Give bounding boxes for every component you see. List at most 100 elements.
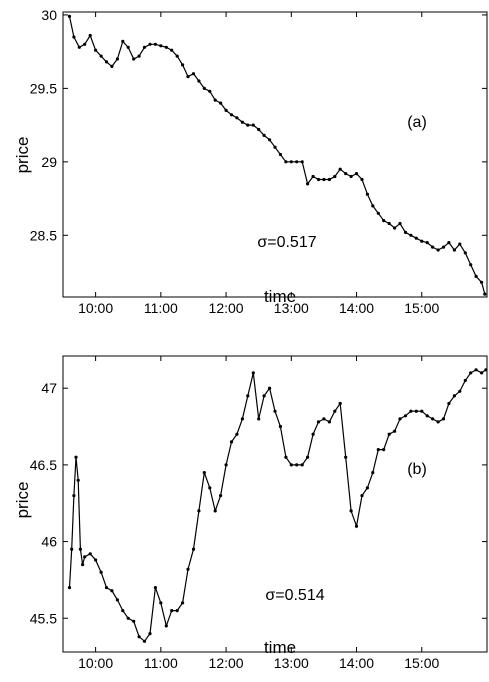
price-data-point-a [235, 116, 239, 120]
price-data-point-a [354, 172, 359, 176]
price-data-point-a [333, 174, 337, 179]
price-data-point-a [77, 45, 81, 49]
price-data-point-b [327, 420, 331, 424]
price-data-point-b [70, 547, 74, 551]
price-data-point-b [393, 429, 397, 433]
price-data-point-a [441, 245, 446, 249]
price-data-point-b [420, 409, 424, 413]
price-data-point-b [452, 394, 456, 398]
price-data-point-b [262, 394, 266, 398]
y-tick-label-a: 30 [41, 7, 57, 23]
price-data-point-b [175, 609, 179, 613]
price-data-point-b [83, 555, 87, 559]
price-data-point-b [76, 478, 80, 482]
x-tick-label-a: 10:00 [78, 300, 113, 316]
price-data-point-b [480, 371, 484, 375]
price-data-point-b [104, 586, 109, 590]
price-data-point-a [447, 241, 451, 245]
price-data-point-a [398, 221, 402, 226]
price-data-point-b [121, 609, 125, 613]
price-data-point-a [159, 44, 163, 48]
price-data-point-a [376, 211, 380, 215]
price-data-point-b [213, 509, 217, 513]
price-data-point-a [175, 54, 179, 58]
price-data-point-b [202, 471, 206, 475]
price-data-point-b [316, 420, 321, 424]
price-data-point-b [409, 409, 413, 413]
price-data-point-b [229, 440, 234, 444]
price-data-point-a [382, 219, 386, 223]
x-axis-label-a: time [264, 287, 296, 306]
price-data-point-b [81, 563, 85, 567]
price-data-point-a [121, 39, 125, 44]
price-series-line-a [68, 16, 486, 295]
price-data-point-a [202, 86, 206, 90]
price-data-point-a [268, 138, 272, 142]
price-data-point-b [273, 409, 277, 413]
price-data-point-b [344, 455, 348, 459]
price-data-point-a [94, 48, 98, 52]
y-tick-label-b: 45.5 [30, 610, 57, 626]
price-data-point-b [436, 420, 440, 424]
price-data-point-a [257, 127, 261, 132]
y-tick-label-a: 29 [41, 154, 57, 170]
price-data-point-a [137, 54, 141, 58]
price-data-point-b [110, 589, 114, 593]
plot-area-a [62, 11, 488, 298]
price-data-point-b [153, 586, 157, 590]
price-data-point-b [246, 394, 250, 398]
plot-area-b [62, 355, 488, 653]
price-data-point-a [452, 248, 456, 252]
price-data-point-a [67, 14, 72, 18]
price-data-point-b [322, 417, 326, 421]
price-data-point-a [219, 101, 223, 105]
y-axis-label-b: price [13, 482, 32, 519]
price-data-point-b [94, 558, 98, 562]
price-data-point-a [284, 160, 288, 164]
price-data-point-b [458, 389, 462, 393]
price-data-point-b [398, 417, 402, 421]
price-data-point-a [474, 274, 478, 278]
axis-ticks-a: 10:00 11:00 12:00 13:00 14:00 15:00 28.5 29 29.5… [30, 7, 487, 316]
axis-ticks-b: 10:00 11:00 12:00 13:00 14:00 15:00 45.5 46 46.5… [30, 356, 487, 671]
price-data-point-a [246, 123, 250, 127]
price-data-point-b [365, 486, 369, 490]
price-data-point-b [484, 368, 488, 372]
price-data-point-b [403, 414, 408, 418]
price-data-point-a [360, 177, 364, 182]
price-data-point-a [170, 48, 174, 52]
price-data-point-a [431, 245, 435, 249]
price-data-point-a [262, 133, 266, 137]
price-data-point-b [311, 432, 315, 436]
price-data-point-a [104, 60, 109, 64]
price-data-point-a [213, 98, 217, 102]
price-data-point-b [219, 494, 223, 498]
price-data-point-b [469, 371, 473, 375]
price-data-point-a [349, 174, 353, 179]
price-data-point-b [72, 494, 76, 498]
price-data-point-a [83, 42, 87, 46]
price-data-point-b [170, 609, 174, 613]
price-data-point-a [463, 251, 467, 255]
y-tick-label-a: 28.5 [30, 227, 57, 243]
price-data-point-a [311, 174, 315, 179]
price-data-point-b [371, 471, 375, 475]
price-data-point-b [74, 455, 78, 459]
price-data-point-b [278, 424, 282, 429]
price-data-point-b [300, 463, 304, 467]
y-tick-label-b: 46 [41, 534, 57, 550]
price-data-point-b [447, 401, 451, 406]
price-data-point-a [483, 292, 487, 296]
price-data-point-a [316, 177, 321, 182]
price-data-point-a [436, 248, 440, 252]
y-tick-label-b: 47 [41, 380, 57, 396]
price-data-point-a [414, 236, 418, 240]
x-tick-label-b: 12:00 [209, 655, 244, 671]
price-data-point-b [376, 448, 380, 452]
x-tick-label-b: 11:00 [144, 655, 178, 671]
price-data-point-a [295, 160, 299, 164]
price-data-point-a [344, 172, 348, 176]
price-data-point-a [148, 42, 152, 46]
price-data-point-a [273, 145, 277, 149]
price-data-point-a [300, 160, 304, 164]
